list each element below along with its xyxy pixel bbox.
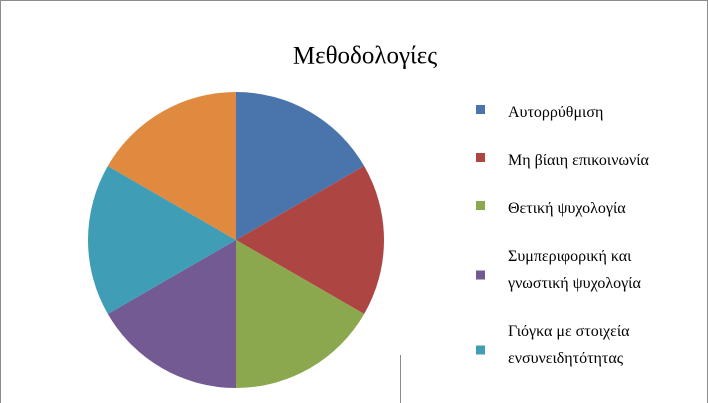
- legend-label: Γιόγκα με στοιχεία ενσυνειδητότητας: [508, 323, 630, 367]
- legend-swatch: [476, 270, 485, 280]
- pie-slice: [107, 92, 236, 240]
- legend-label: Συμπεριφορική και γνωστική ψυχολογία: [507, 248, 641, 292]
- pie-slice: [236, 166, 384, 314]
- pie-slice: [236, 92, 365, 240]
- legend-label: Θετική ψυχολογία: [508, 200, 626, 217]
- legend-swatch: [476, 201, 485, 210]
- legend-swatch: [476, 345, 485, 355]
- legend-label: Μη βίαιη επικοινωνία: [508, 152, 650, 169]
- chart-title: Μεθοδολογίες: [293, 43, 437, 70]
- pie-slice: [107, 240, 236, 388]
- pie-slice: [88, 166, 236, 314]
- legend-label: Αυτορρύθμιση: [508, 104, 603, 121]
- pie-slice: [236, 240, 365, 388]
- legend-swatch: [476, 105, 485, 114]
- legend-swatch: [476, 153, 485, 162]
